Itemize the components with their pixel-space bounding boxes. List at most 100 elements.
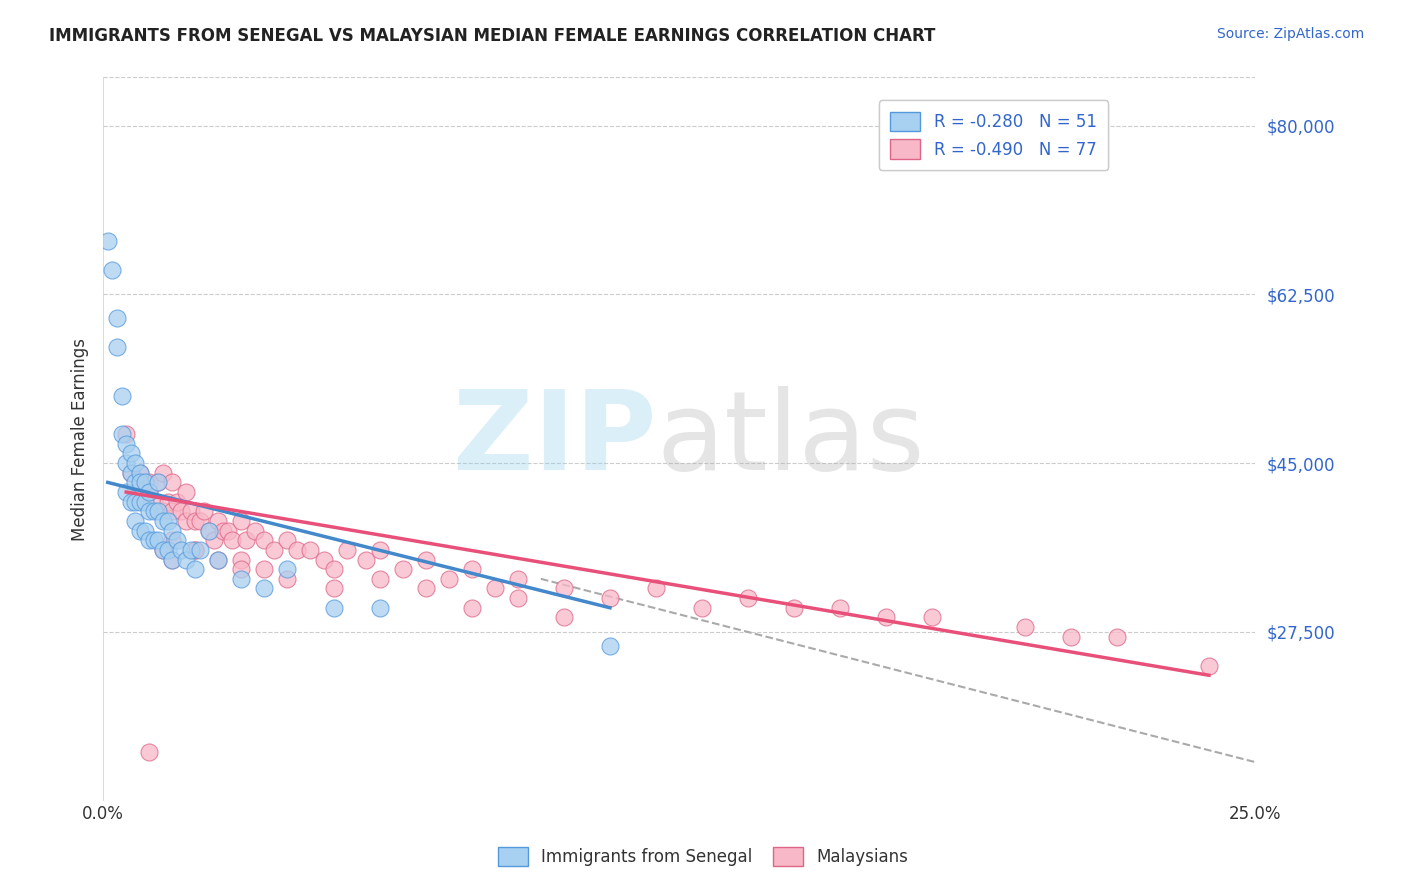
Point — [174, 552, 197, 566]
Point — [162, 552, 184, 566]
Point — [285, 542, 308, 557]
Point — [690, 600, 713, 615]
Point — [138, 485, 160, 500]
Point — [148, 504, 170, 518]
Point — [105, 311, 128, 326]
Point — [415, 582, 437, 596]
Point — [231, 562, 253, 576]
Point — [193, 504, 215, 518]
Point — [231, 514, 253, 528]
Point — [138, 746, 160, 760]
Point — [484, 582, 506, 596]
Point — [124, 485, 146, 500]
Point — [506, 572, 529, 586]
Point — [124, 514, 146, 528]
Point — [553, 582, 575, 596]
Point — [1060, 630, 1083, 644]
Point — [437, 572, 460, 586]
Point — [148, 533, 170, 548]
Point — [1198, 658, 1220, 673]
Point — [368, 572, 391, 586]
Point — [152, 542, 174, 557]
Point — [170, 542, 193, 557]
Point — [115, 427, 138, 442]
Point — [207, 514, 229, 528]
Point — [599, 591, 621, 606]
Point — [148, 475, 170, 490]
Point — [188, 542, 211, 557]
Point — [276, 533, 298, 548]
Point — [1105, 630, 1128, 644]
Point — [166, 533, 188, 548]
Point — [142, 494, 165, 508]
Point — [921, 610, 943, 624]
Point — [322, 562, 344, 576]
Point — [207, 552, 229, 566]
Point — [212, 524, 235, 538]
Point — [368, 542, 391, 557]
Point — [180, 504, 202, 518]
Point — [875, 610, 897, 624]
Point — [253, 533, 276, 548]
Point — [391, 562, 413, 576]
Point — [354, 552, 377, 566]
Point — [166, 494, 188, 508]
Point — [110, 389, 132, 403]
Point — [243, 524, 266, 538]
Point — [162, 552, 184, 566]
Point — [276, 562, 298, 576]
Point — [162, 504, 184, 518]
Point — [461, 562, 484, 576]
Point — [180, 542, 202, 557]
Point — [120, 446, 142, 460]
Point — [97, 235, 120, 249]
Point — [134, 475, 156, 490]
Point — [148, 475, 170, 490]
Point — [152, 466, 174, 480]
Point — [263, 542, 285, 557]
Point — [142, 533, 165, 548]
Point — [235, 533, 257, 548]
Point — [314, 552, 336, 566]
Point — [134, 494, 156, 508]
Point — [737, 591, 759, 606]
Point — [101, 263, 124, 277]
Point — [253, 562, 276, 576]
Point — [152, 514, 174, 528]
Point — [461, 600, 484, 615]
Point — [253, 582, 276, 596]
Point — [299, 542, 322, 557]
Point — [336, 542, 359, 557]
Point — [134, 475, 156, 490]
Point — [322, 582, 344, 596]
Point — [553, 610, 575, 624]
Point — [162, 475, 184, 490]
Point — [115, 437, 138, 451]
Point — [138, 485, 160, 500]
Text: IMMIGRANTS FROM SENEGAL VS MALAYSIAN MEDIAN FEMALE EARNINGS CORRELATION CHART: IMMIGRANTS FROM SENEGAL VS MALAYSIAN MED… — [49, 27, 935, 45]
Point — [184, 542, 207, 557]
Y-axis label: Median Female Earnings: Median Female Earnings — [72, 337, 89, 541]
Point — [368, 600, 391, 615]
Point — [156, 542, 179, 557]
Point — [174, 485, 197, 500]
Point — [599, 640, 621, 654]
Point — [202, 533, 225, 548]
Point — [162, 524, 184, 538]
Point — [120, 494, 142, 508]
Point — [115, 456, 138, 470]
Point — [184, 562, 207, 576]
Point — [138, 475, 160, 490]
Point — [105, 340, 128, 354]
Point — [115, 485, 138, 500]
Point — [124, 494, 146, 508]
Point — [129, 466, 152, 480]
Point — [184, 514, 207, 528]
Point — [142, 504, 165, 518]
Text: atlas: atlas — [657, 385, 925, 492]
Point — [217, 524, 239, 538]
Point — [221, 533, 243, 548]
Point — [162, 533, 184, 548]
Point — [138, 533, 160, 548]
Point — [198, 524, 221, 538]
